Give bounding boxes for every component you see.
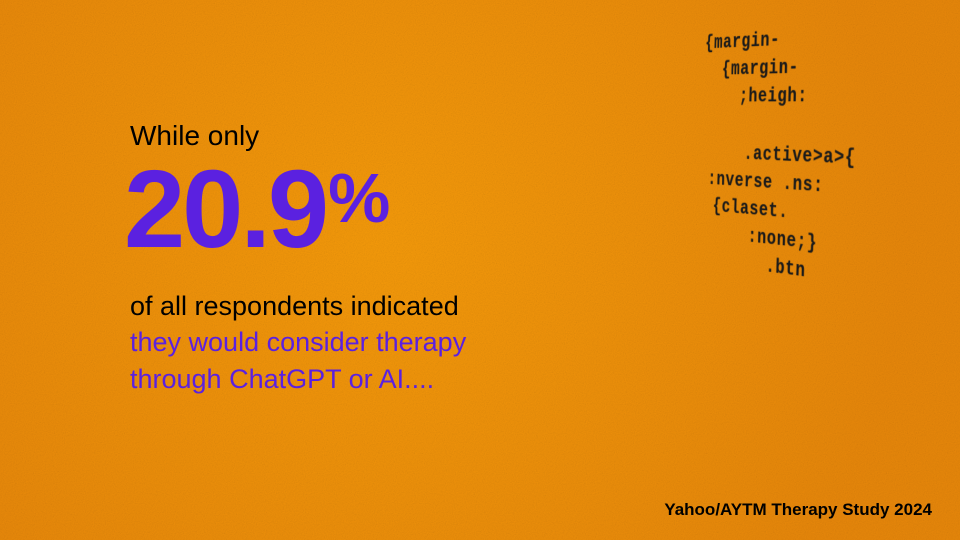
code-decoration: {margin- {margin- ;heigh: .active>a>{ :n…: [700, 10, 960, 316]
body-copy: of all respondents indicated they would …: [130, 288, 510, 397]
code-line: [703, 113, 960, 145]
code-line: {margin-: [705, 16, 960, 55]
body-lead: of all respondents indicated: [130, 291, 459, 321]
infographic-canvas: While only 20.9% of all respondents indi…: [0, 0, 960, 540]
stat-number: 20.9%: [124, 155, 387, 265]
body-highlight: they would consider therapy through Chat…: [130, 327, 466, 393]
code-line: ;heigh:: [739, 82, 960, 109]
code-line: {margin-: [722, 49, 960, 81]
stat-value: 20.9: [124, 148, 326, 271]
stat-percent-icon: %: [328, 159, 387, 237]
source-attribution: Yahoo/AYTM Therapy Study 2024: [664, 500, 932, 520]
